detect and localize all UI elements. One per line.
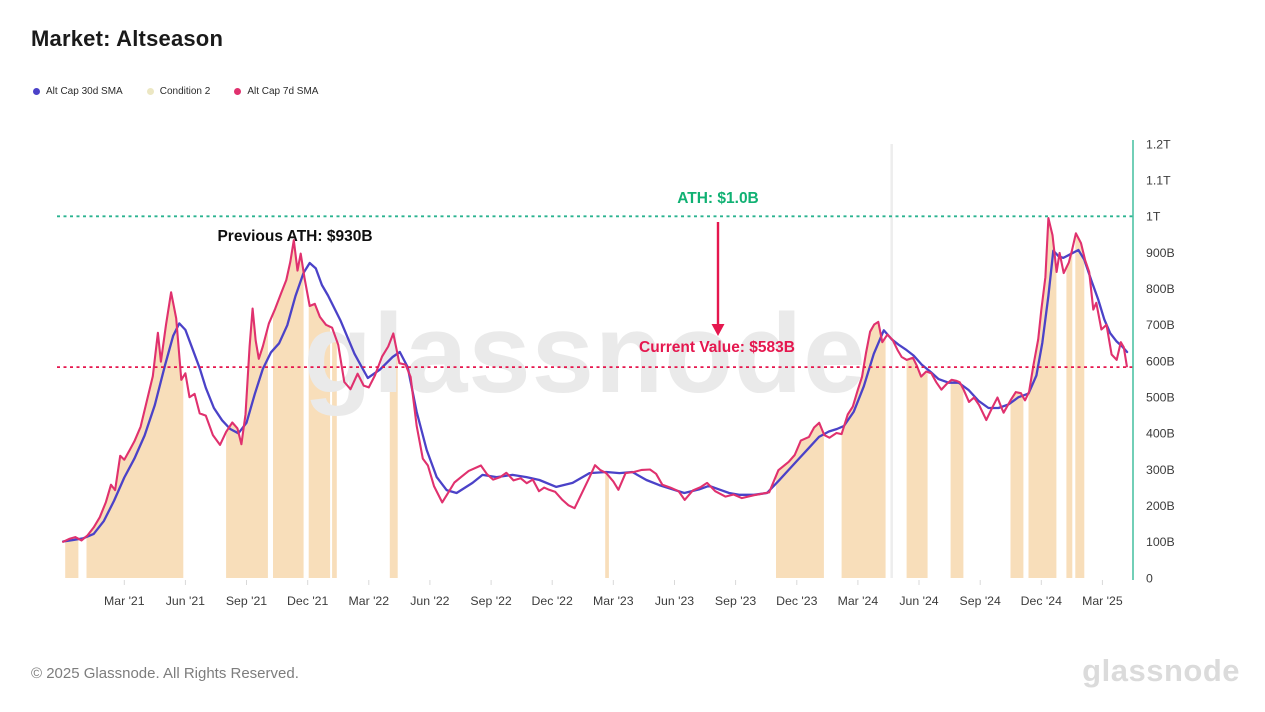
x-tick-label: Jun '22 <box>410 594 449 608</box>
x-tick-label: Dec '24 <box>1021 594 1062 608</box>
x-tick-label: Jun '23 <box>655 594 694 608</box>
condition2-band <box>776 422 824 578</box>
x-tick-label: Dec '23 <box>776 594 817 608</box>
condition2-band <box>308 300 331 578</box>
y-tick-label: 100B <box>1146 535 1175 549</box>
x-tick-label: Jun '24 <box>899 594 938 608</box>
condition2-band <box>950 379 964 578</box>
legend-item-label: Alt Cap 30d SMA <box>46 86 123 97</box>
x-tick-label: Mar '23 <box>593 594 634 608</box>
x-tick-label: Mar '22 <box>348 594 389 608</box>
legend-item-condition-2[interactable]: Condition 2 <box>146 86 211 97</box>
glassnode-logo: glassnode <box>1082 653 1240 688</box>
current-value-annotation: Current Value: $583B <box>639 339 795 356</box>
legend-dot-icon <box>234 88 242 95</box>
legend-item-label: Condition 2 <box>159 86 211 97</box>
x-tick-label: Dec '21 <box>287 594 328 608</box>
ath-annotation: ATH: $1.0B <box>677 190 759 207</box>
series-alt-cap-7d-sma <box>62 217 1128 543</box>
x-tick-label: Mar '21 <box>104 594 145 608</box>
condition2-band <box>1010 392 1024 578</box>
y-tick-label: 700B <box>1146 318 1175 332</box>
condition2-band <box>1028 218 1057 578</box>
legend-dot-icon <box>33 88 40 95</box>
previous-ath-annotation: Previous ATH: $930B <box>217 228 372 245</box>
series-alt-cap-30d-sma <box>61 248 1129 543</box>
condition2-band <box>1066 249 1073 578</box>
condition2-band <box>226 308 268 578</box>
condition2-band <box>1075 233 1085 579</box>
condition2-band <box>86 292 184 578</box>
x-tick-label: Dec '22 <box>532 594 573 608</box>
copyright-text: © 2025 Glassnode. All Rights Reserved. <box>31 665 299 682</box>
legend-dot-icon <box>146 88 154 95</box>
legend: Alt Cap 30d SMA Condition 2 Alt Cap 7d S… <box>33 86 342 97</box>
condition2-band <box>65 537 79 578</box>
y-tick-label: 1T <box>1146 210 1161 224</box>
legend-item-label: Alt Cap 7d SMA <box>247 86 319 97</box>
condition2-band <box>841 321 886 578</box>
condition2-band <box>906 357 928 578</box>
x-tick-label: Mar '25 <box>1082 594 1123 608</box>
y-tick-label: 500B <box>1146 391 1175 405</box>
legend-item-alt-cap-30d-sma[interactable]: Alt Cap 30d SMA <box>33 86 123 97</box>
x-tick-label: Sep '24 <box>960 594 1001 608</box>
y-tick-label: 800B <box>1146 282 1175 296</box>
condition2-band <box>332 327 337 578</box>
legend-item-alt-cap-7d-sma[interactable]: Alt Cap 7d SMA <box>234 86 318 97</box>
y-tick-label: 0 <box>1146 571 1153 585</box>
y-tick-label: 300B <box>1146 463 1175 477</box>
y-tick-label: 200B <box>1146 499 1175 513</box>
x-tick-label: Jun '21 <box>166 594 205 608</box>
page-title: Market: Altseason <box>31 26 224 51</box>
condition2-band <box>273 240 304 578</box>
condition2-band <box>605 472 609 578</box>
x-tick-label: Mar '24 <box>838 594 879 608</box>
x-tick-label: Sep '22 <box>470 594 511 608</box>
condition2-band <box>389 333 398 578</box>
x-tick-label: Sep '21 <box>226 594 267 608</box>
y-tick-label: 900B <box>1146 246 1175 260</box>
y-tick-label: 400B <box>1146 427 1175 441</box>
y-tick-label: 1.1T <box>1146 174 1171 188</box>
y-tick-label: 600B <box>1146 354 1175 368</box>
arrowhead-down-icon <box>711 324 725 336</box>
y-tick-label: 1.2T <box>1146 137 1171 151</box>
x-tick-label: Sep '23 <box>715 594 756 608</box>
